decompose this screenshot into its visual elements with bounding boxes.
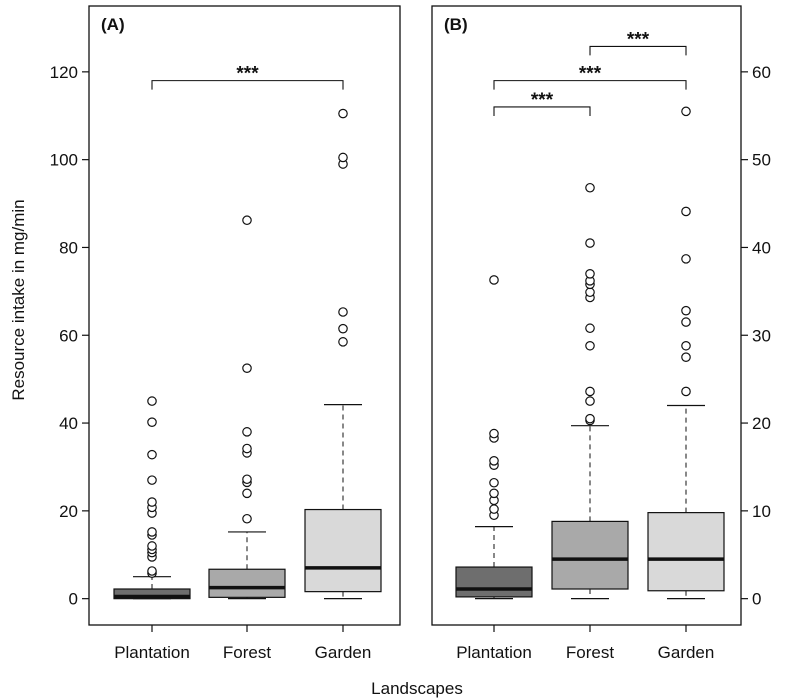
x-tick-label: Forest [223, 643, 271, 662]
x-tick-label: Forest [566, 643, 614, 662]
outlier-point [489, 428, 499, 439]
outlier-point [489, 275, 499, 285]
y-tick-label: 40 [752, 238, 771, 257]
box-iqr [113, 588, 191, 600]
outlier-point [147, 475, 157, 485]
y-axis-title: Resource intake in mg/min [9, 199, 28, 400]
outlier-point [338, 307, 348, 317]
outlier-point [489, 488, 499, 499]
outlier-point [147, 497, 157, 507]
y-tick-label: 40 [59, 414, 78, 433]
significance-label: *** [236, 64, 259, 85]
outlier-point [147, 566, 157, 576]
box-garden [647, 106, 725, 600]
significance-bracket [151, 80, 344, 90]
outlier-point [681, 106, 691, 117]
outlier-point [242, 427, 252, 437]
plot-frame-1 [88, 5, 401, 626]
box-iqr [208, 568, 286, 598]
outlier-point [585, 323, 595, 334]
outlier-point [338, 337, 348, 347]
panel-label: (A) [101, 15, 125, 34]
outlier-point [489, 456, 499, 466]
outlier-point [681, 317, 691, 327]
outlier-point [585, 340, 595, 351]
outlier-point [242, 443, 252, 454]
panel-label: (B) [444, 15, 468, 34]
y-tick-label: 100 [50, 151, 78, 170]
outlier-point [489, 477, 499, 488]
outlier-point [681, 254, 691, 264]
x-tick-label: Plantation [456, 643, 532, 662]
outlier-point [585, 268, 595, 279]
plot-frame-2 [431, 5, 742, 626]
outlier-point [681, 305, 691, 316]
x-tick-label: Plantation [114, 643, 190, 662]
box-forest [551, 182, 629, 600]
significance-label: *** [627, 29, 650, 50]
outlier-point [585, 287, 595, 298]
outlier-point [147, 396, 157, 406]
significance-bracket [493, 106, 591, 116]
outlier-point [338, 323, 348, 334]
outlier-point [338, 108, 348, 119]
y-tick-label: 60 [752, 63, 771, 82]
significance-bracket [589, 45, 687, 56]
outlier-point [585, 413, 595, 424]
y-tick-label: 30 [752, 326, 771, 345]
y-tick-label: 0 [752, 590, 761, 609]
significance-label: *** [531, 90, 554, 111]
box-iqr [647, 512, 725, 592]
x-axis-title: Landscapes [371, 679, 463, 698]
y-tick-label: 20 [59, 502, 78, 521]
outlier-point [681, 352, 691, 363]
y-tick-label: 50 [752, 151, 771, 170]
outlier-point [585, 396, 595, 406]
box-garden [304, 108, 382, 600]
y-tick-label: 0 [69, 590, 78, 609]
box-plantation [455, 275, 533, 600]
significance-label: *** [579, 64, 602, 85]
outlier-point [681, 386, 691, 397]
outlier-point [489, 504, 499, 514]
y-tick-label: 120 [50, 63, 78, 82]
box-iqr [304, 508, 382, 593]
significance-bracket [493, 80, 687, 90]
box-plantation [113, 396, 191, 600]
box-iqr [551, 520, 629, 590]
outlier-point [242, 513, 252, 524]
outlier-point [585, 182, 595, 193]
y-tick-label: 10 [752, 502, 771, 521]
outlier-point [242, 474, 252, 485]
y-tick-label: 20 [752, 414, 771, 433]
outlier-point [585, 238, 595, 248]
x-tick-label: Garden [315, 643, 372, 662]
y-tick-label: 60 [59, 326, 78, 345]
outlier-point [338, 152, 348, 163]
outlier-point [147, 541, 157, 551]
outlier-point [147, 449, 157, 460]
outlier-point [681, 340, 691, 351]
outlier-point [681, 206, 691, 217]
outlier-point [147, 527, 157, 537]
outlier-point [242, 215, 252, 226]
outlier-point [242, 488, 252, 499]
box-iqr [455, 566, 533, 598]
y-tick-label: 80 [59, 238, 78, 257]
box-forest [208, 215, 286, 600]
x-tick-label: Garden [658, 643, 715, 662]
outlier-point [585, 386, 595, 397]
outlier-point [147, 417, 157, 427]
outlier-point [242, 363, 252, 373]
